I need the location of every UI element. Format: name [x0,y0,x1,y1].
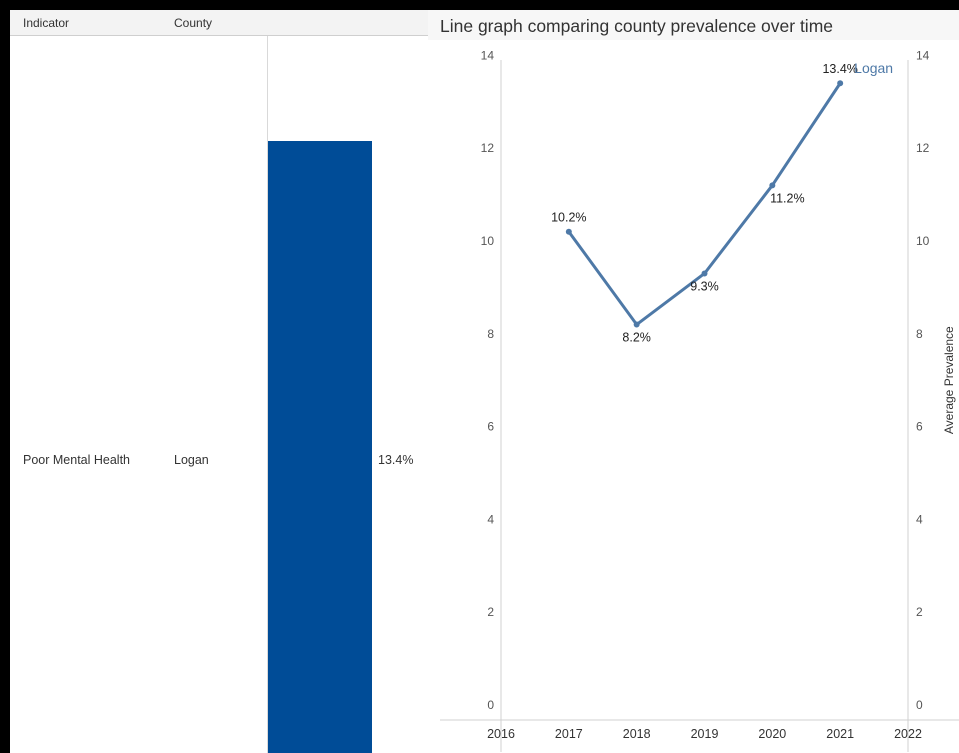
y-tick-label-left: 0 [487,698,494,712]
data-label: 10.2% [551,211,586,225]
x-tick-label: 2018 [623,727,651,741]
chart-title-bar: Line graph comparing county prevalence o… [428,10,959,40]
y-tick-label-left: 12 [481,141,495,155]
y-tick-label-left: 10 [481,234,495,248]
prevalence-bar[interactable] [268,141,372,753]
x-tick-label: 2021 [826,727,854,741]
y-tick-label-left: 2 [487,605,494,619]
line-chart-panel: Line graph comparing county prevalence o… [428,10,959,753]
indicator-header[interactable]: Indicator [23,16,70,30]
y-tick-label-right: 6 [916,420,923,434]
y-tick-label-right: 14 [916,48,930,62]
data-point [633,321,640,328]
indicator-cell: Poor Mental Health [23,453,131,467]
data-label: 13.4% [822,62,857,76]
x-tick-label: 2022 [894,727,922,741]
data-point [837,80,844,87]
x-tick-label: 2017 [555,727,583,741]
y-tick-label-left: 4 [487,512,494,526]
chart-title: Line graph comparing county prevalence o… [440,16,833,36]
data-point [701,270,708,277]
y-tick-label-right: 0 [916,698,923,712]
data-point [769,182,776,189]
county-cell: Logan [174,453,209,467]
y-tick-label-right: 8 [916,327,923,341]
x-tick-label: 2019 [691,727,719,741]
line-chart: 0 0 2 2 4 4 6 6 8 8 10 10 12 12 14 14 2016 2017 2018 2019 20… [440,48,959,752]
y-tick-label-right: 12 [916,141,930,155]
y-tick-label-left: 14 [481,48,495,62]
table-header: Indicator County [10,10,428,36]
bar-table-panel: Indicator County Poor Mental Health Loga… [10,10,428,753]
data-point [565,228,572,235]
column-divider [267,36,268,753]
y-axis-title: Average Prevalence [942,326,956,434]
y-tick-label-left: 8 [487,327,494,341]
bar-value-label: 13.4% [378,453,414,467]
county-header[interactable]: County [174,16,213,30]
y-tick-label-right: 10 [916,234,930,248]
x-tick-label: 2016 [487,727,515,741]
x-tick-label: 2020 [758,727,786,741]
y-tick-label-right: 4 [916,512,923,526]
data-label: 8.2% [622,331,651,345]
y-tick-label-left: 6 [487,420,494,434]
data-label: 9.3% [690,279,719,293]
y-tick-label-right: 2 [916,605,923,619]
series-end-label: Logan [854,60,893,76]
data-label: 11.2% [770,191,805,205]
